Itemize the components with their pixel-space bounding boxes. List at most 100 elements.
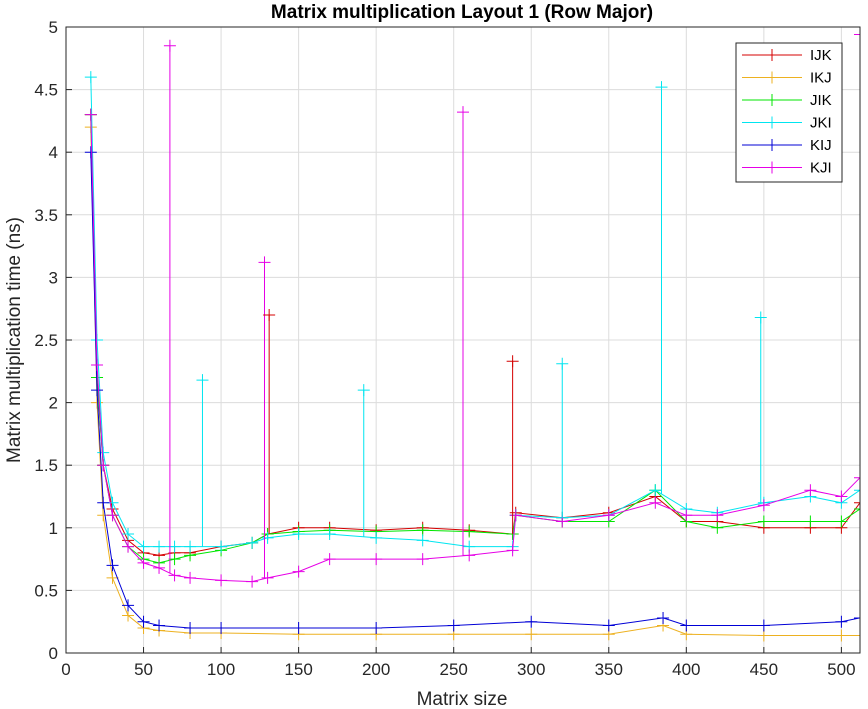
data-point bbox=[168, 553, 181, 566]
spike-point bbox=[196, 374, 209, 387]
data-point bbox=[757, 629, 770, 642]
legend-marker bbox=[766, 49, 778, 61]
legend-marker bbox=[766, 139, 778, 151]
data-point bbox=[649, 496, 662, 509]
spike-point bbox=[854, 28, 860, 41]
data-point bbox=[370, 553, 383, 566]
data-point bbox=[463, 549, 476, 562]
data-point bbox=[261, 531, 274, 544]
data-point bbox=[463, 525, 476, 538]
data-point bbox=[680, 509, 693, 522]
y-tick-label: 0.5 bbox=[34, 581, 58, 600]
y-tick-label: 0 bbox=[49, 644, 58, 663]
data-point bbox=[168, 540, 181, 553]
data-point bbox=[323, 528, 336, 541]
data-point bbox=[447, 619, 460, 632]
spikes bbox=[163, 28, 860, 579]
legend-marker bbox=[766, 116, 778, 129]
data-point bbox=[525, 615, 538, 628]
x-tick-label: 200 bbox=[362, 660, 390, 679]
data-point bbox=[525, 628, 538, 641]
data-point bbox=[835, 615, 848, 628]
y-axis-label: Matrix multiplication time (ns) bbox=[4, 217, 25, 463]
y-tick-label: 1 bbox=[49, 519, 58, 538]
data-point bbox=[97, 496, 110, 509]
y-tick-label: 2.5 bbox=[34, 331, 58, 350]
data-point bbox=[292, 565, 305, 578]
data-point bbox=[184, 540, 197, 553]
data-point bbox=[370, 621, 383, 634]
data-point bbox=[370, 531, 383, 544]
y-tick-label: 3.5 bbox=[34, 206, 58, 225]
data-point bbox=[153, 561, 166, 574]
data-point bbox=[91, 334, 104, 346]
data-point bbox=[106, 571, 119, 584]
y-tick-label: 4 bbox=[49, 143, 58, 162]
data-point bbox=[835, 515, 848, 528]
x-tick-label: 100 bbox=[207, 660, 235, 679]
data-point bbox=[91, 384, 104, 397]
data-point bbox=[657, 611, 670, 624]
data-point bbox=[602, 509, 615, 522]
data-point bbox=[261, 571, 274, 584]
series-line bbox=[90, 114, 860, 556]
legend-item-jki: JKI bbox=[742, 115, 832, 132]
data-point bbox=[84, 108, 97, 121]
series-line bbox=[90, 77, 860, 548]
data-point bbox=[122, 540, 135, 553]
legend-marker bbox=[766, 71, 778, 84]
spike-point bbox=[357, 384, 370, 397]
chart-title: Matrix multiplication Layout 1 (Row Majo… bbox=[271, 2, 653, 23]
legend-item-kji: KJI bbox=[742, 160, 832, 177]
data-point bbox=[835, 629, 848, 642]
data-point bbox=[106, 559, 119, 572]
data-point bbox=[711, 509, 724, 522]
spike-point bbox=[754, 311, 767, 324]
data-point bbox=[246, 536, 259, 549]
data-point bbox=[854, 503, 860, 516]
x-axis-label: Matrix size bbox=[417, 689, 508, 709]
data-point bbox=[835, 490, 848, 503]
legend-box bbox=[735, 42, 843, 183]
x-axis-ticks: 0 50 100 150 200 250 300 350 400 450 500 bbox=[61, 647, 856, 679]
data-point bbox=[122, 609, 135, 622]
data-point bbox=[153, 540, 166, 553]
legend-marker bbox=[766, 161, 778, 174]
x-tick-label: 300 bbox=[517, 660, 545, 679]
legend: IJK IKJ JIK JKI KIJ KJI bbox=[735, 42, 843, 183]
legend-item-jik: JIK bbox=[742, 92, 832, 109]
spike-point bbox=[556, 357, 569, 370]
x-tick-label: 350 bbox=[595, 660, 623, 679]
plot-area bbox=[84, 28, 860, 642]
data-point bbox=[416, 553, 429, 566]
x-tick-label: 450 bbox=[750, 660, 778, 679]
data-point bbox=[84, 71, 97, 84]
data-point bbox=[84, 146, 97, 159]
legend-item-kij: KIJ bbox=[742, 137, 832, 154]
data-point bbox=[97, 446, 110, 459]
data-point bbox=[506, 544, 519, 557]
spike-point bbox=[258, 256, 271, 269]
x-tick-label: 500 bbox=[827, 660, 855, 679]
data-point bbox=[854, 629, 860, 642]
data-point bbox=[680, 619, 693, 632]
data-point bbox=[153, 619, 166, 632]
x-tick-label: 150 bbox=[284, 660, 312, 679]
x-tick-label: 250 bbox=[440, 660, 468, 679]
data-point bbox=[137, 540, 150, 553]
series-line bbox=[90, 114, 860, 564]
data-point bbox=[804, 515, 817, 528]
legend-label: IKJ bbox=[810, 70, 832, 87]
legend-item-ijk: IJK bbox=[742, 47, 832, 64]
y-axis-ticks: 0 0.5 1 1.5 2 2.5 3 3.5 4 4.5 5 bbox=[34, 18, 72, 663]
data-point bbox=[122, 528, 135, 541]
series-kij bbox=[84, 146, 860, 634]
data-point bbox=[137, 615, 150, 628]
x-tick-label: 50 bbox=[134, 660, 153, 679]
y-tick-label: 2 bbox=[49, 394, 58, 413]
data-point bbox=[106, 509, 119, 522]
data-point bbox=[168, 569, 181, 582]
data-point bbox=[509, 509, 522, 522]
data-point bbox=[854, 611, 860, 624]
